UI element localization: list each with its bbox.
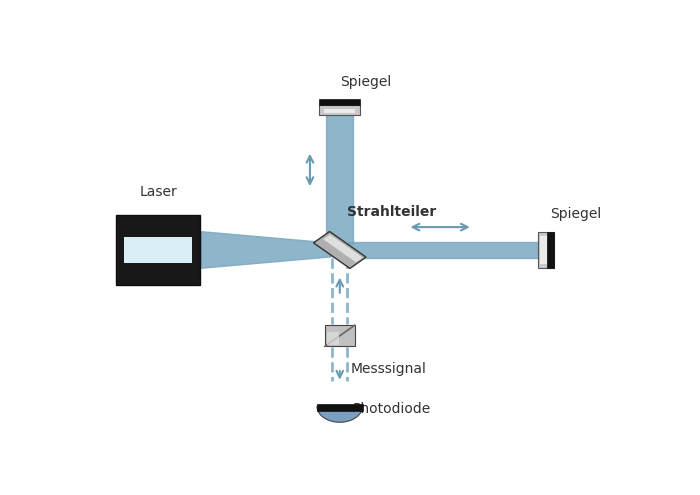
Bar xyxy=(325,325,355,346)
Bar xyxy=(319,105,360,115)
Bar xyxy=(547,232,554,268)
Bar xyxy=(124,237,192,263)
Bar xyxy=(317,404,363,411)
Text: Spiegel: Spiegel xyxy=(340,75,391,89)
Polygon shape xyxy=(326,110,354,244)
Text: Laser: Laser xyxy=(139,186,177,199)
Bar xyxy=(324,109,355,113)
Polygon shape xyxy=(314,232,366,268)
Text: Messsignal: Messsignal xyxy=(351,362,426,376)
Text: Strahlteiler: Strahlteiler xyxy=(346,205,436,219)
Polygon shape xyxy=(202,232,332,268)
Bar xyxy=(327,332,340,345)
Bar xyxy=(540,236,547,264)
Bar xyxy=(319,99,360,105)
Polygon shape xyxy=(317,406,363,422)
Text: Photodiode: Photodiode xyxy=(352,402,430,416)
Polygon shape xyxy=(348,242,552,258)
Bar xyxy=(538,232,554,268)
Bar xyxy=(116,215,200,285)
Polygon shape xyxy=(323,235,363,262)
Text: Spiegel: Spiegel xyxy=(550,207,601,221)
